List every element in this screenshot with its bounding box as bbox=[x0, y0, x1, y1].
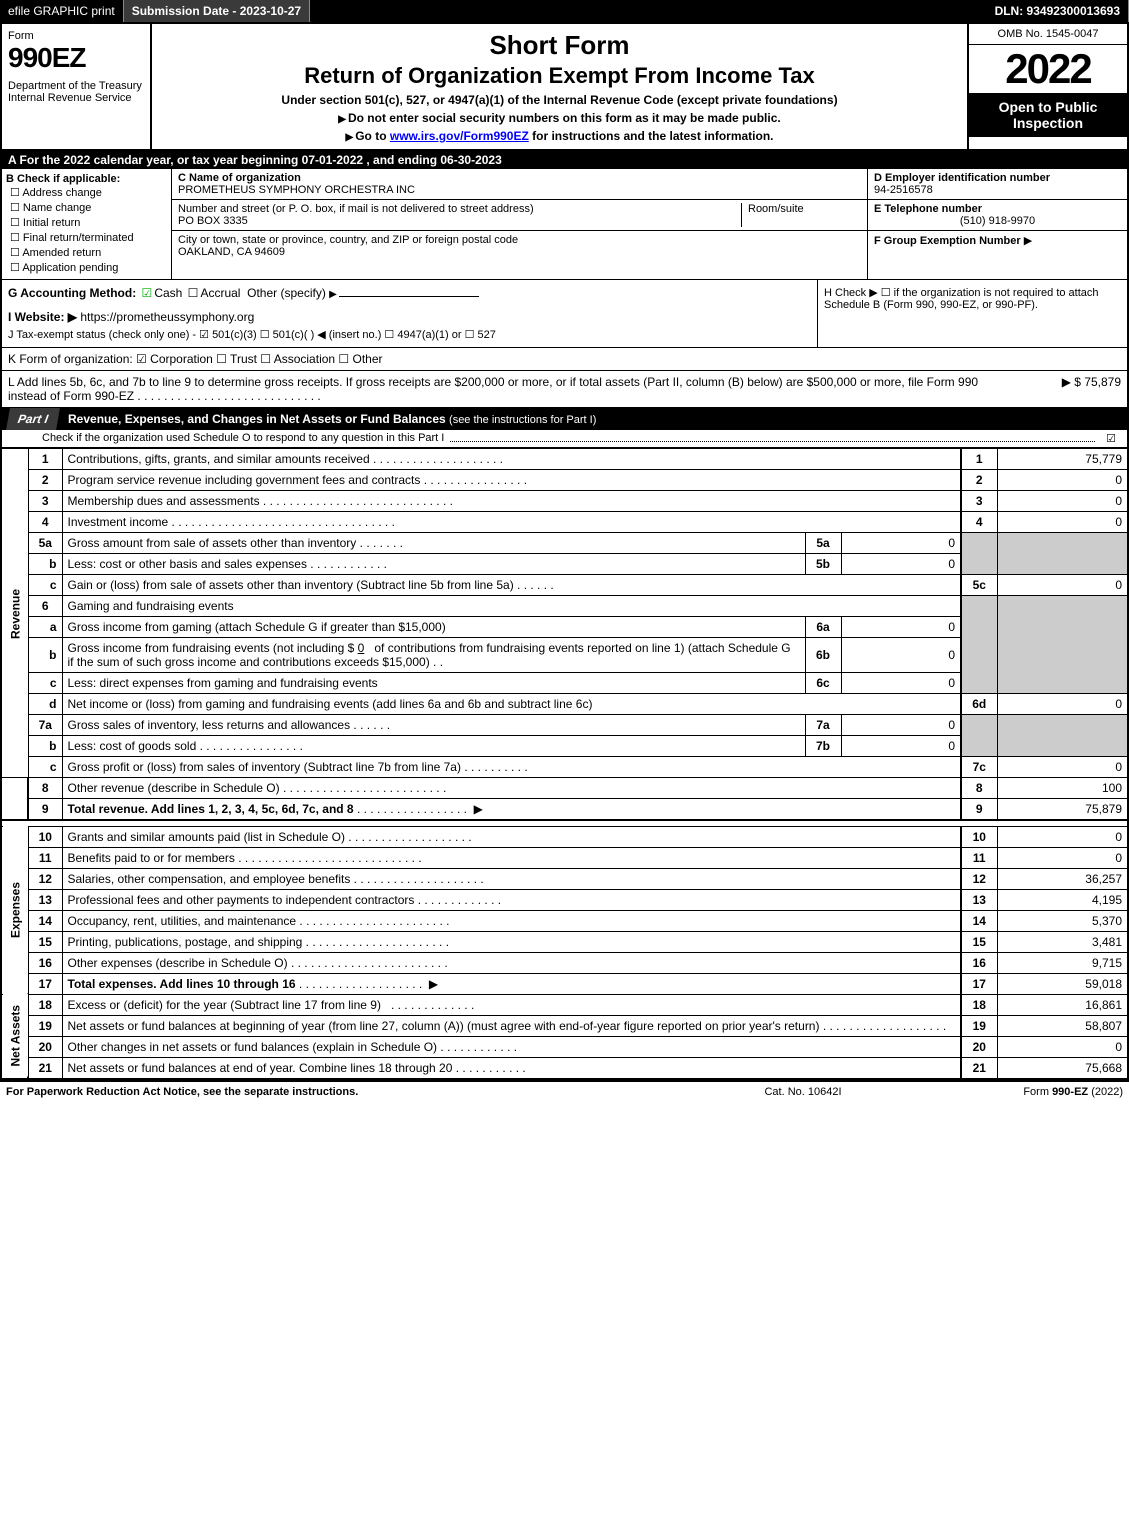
topbar: efile GRAPHIC print Submission Date - 20… bbox=[0, 0, 1129, 22]
chk-cash[interactable] bbox=[140, 286, 155, 300]
chk-accrual[interactable] bbox=[186, 286, 201, 300]
form-header: Form 990EZ Department of the Treasury In… bbox=[2, 24, 1127, 151]
ein-label: D Employer identification number bbox=[874, 172, 1050, 184]
part-1-header: Part I Revenue, Expenses, and Changes in… bbox=[2, 408, 1127, 430]
sidelabel-revenue: Revenue bbox=[2, 449, 28, 778]
form-number: 990EZ bbox=[8, 42, 144, 74]
chk-application-pending[interactable]: Application pending bbox=[10, 260, 167, 275]
ssn-warning: Do not enter social security numbers on … bbox=[158, 111, 961, 125]
section-h: H Check ▶ ☐ if the organization is not r… bbox=[817, 280, 1127, 347]
line-1-desc: Contributions, gifts, grants, and simila… bbox=[62, 449, 961, 470]
org-name-label: C Name of organization bbox=[178, 172, 301, 184]
accounting-other-input[interactable] bbox=[339, 296, 479, 297]
section-bcdef: B Check if applicable: Address change Na… bbox=[2, 169, 1127, 280]
group-exemption-label: F Group Exemption Number bbox=[874, 235, 1021, 247]
street-value: PO BOX 3335 bbox=[178, 215, 248, 227]
chk-final-return[interactable]: Final return/terminated bbox=[10, 230, 167, 245]
tax-year: 2022 bbox=[969, 45, 1127, 93]
form-title-block: Short Form Return of Organization Exempt… bbox=[152, 24, 967, 149]
section-c: C Name of organization PROMETHEUS SYMPHO… bbox=[172, 169, 867, 279]
org-name: PROMETHEUS SYMPHONY ORCHESTRA INC bbox=[178, 184, 415, 196]
street-label: Number and street (or P. O. box, if mail… bbox=[178, 203, 534, 215]
topbar-spacer bbox=[310, 0, 986, 22]
group-exemption-arrow: ▶ bbox=[1024, 235, 1032, 247]
form-word: Form bbox=[8, 30, 144, 42]
omb-number: OMB No. 1545-0047 bbox=[969, 24, 1127, 45]
org-name-row: C Name of organization PROMETHEUS SYMPHO… bbox=[172, 169, 867, 200]
form-meta-block: OMB No. 1545-0047 2022 Open to Public In… bbox=[967, 24, 1127, 149]
accounting-label: G Accounting Method: bbox=[8, 286, 136, 300]
phone-value: (510) 918-9970 bbox=[874, 215, 1121, 227]
line-1-value: 75,779 bbox=[997, 449, 1127, 470]
city-label: City or town, state or province, country… bbox=[178, 234, 518, 246]
section-k: K Form of organization: ☑ Corporation ☐ … bbox=[2, 348, 1127, 371]
sidelabel-netassets: Net Assets bbox=[2, 994, 28, 1078]
chk-amended-return[interactable]: Amended return bbox=[10, 245, 167, 260]
chk-address-change[interactable]: Address change bbox=[10, 185, 167, 200]
part-1-tab: Part I bbox=[6, 408, 60, 430]
section-b: B Check if applicable: Address change Na… bbox=[2, 169, 172, 279]
page-footer: For Paperwork Reduction Act Notice, see … bbox=[0, 1080, 1129, 1102]
line-1-box: 1 bbox=[961, 449, 997, 470]
section-def: D Employer identification number 94-2516… bbox=[867, 169, 1127, 279]
section-j: J Tax-exempt status (check only one) - ☑… bbox=[8, 328, 811, 341]
submission-date-button[interactable]: Submission Date - 2023-10-27 bbox=[124, 0, 310, 22]
sidelabel-expenses: Expenses bbox=[2, 826, 28, 994]
part-1-title: Revenue, Expenses, and Changes in Net As… bbox=[58, 408, 606, 430]
website-label: I Website: ▶ bbox=[8, 310, 77, 324]
section-a: A For the 2022 calendar year, or tax yea… bbox=[2, 151, 1127, 169]
form-id-block: Form 990EZ Department of the Treasury In… bbox=[2, 24, 152, 149]
website-link[interactable]: https://prometheussymphony.org bbox=[80, 310, 254, 324]
subtitle: Under section 501(c), 527, or 4947(a)(1)… bbox=[158, 93, 961, 107]
section-g: G Accounting Method: Cash Accrual Other … bbox=[2, 280, 817, 347]
chk-name-change[interactable]: Name change bbox=[10, 200, 167, 215]
section-gh: G Accounting Method: Cash Accrual Other … bbox=[2, 280, 1127, 348]
schedule-o-check-row: Check if the organization used Schedule … bbox=[2, 430, 1127, 448]
part-1-table: Revenue 1 Contributions, gifts, grants, … bbox=[2, 448, 1127, 1078]
dept-treasury: Department of the Treasury Internal Reve… bbox=[8, 80, 144, 104]
footer-left: For Paperwork Reduction Act Notice, see … bbox=[6, 1086, 703, 1098]
street-row: Number and street (or P. O. box, if mail… bbox=[172, 200, 867, 231]
efile-label: efile GRAPHIC print bbox=[0, 0, 124, 22]
form-container: Form 990EZ Department of the Treasury In… bbox=[0, 22, 1129, 1080]
section-l-amount: ▶ $ 75,879 bbox=[1001, 375, 1121, 403]
goto-line: Go to www.irs.gov/Form990EZ for instruct… bbox=[158, 129, 961, 143]
city-value: OAKLAND, CA 94609 bbox=[178, 246, 285, 258]
section-l: L Add lines 5b, 6c, and 7b to line 9 to … bbox=[2, 371, 1127, 408]
title-short-form: Short Form bbox=[158, 30, 961, 61]
phone-label: E Telephone number bbox=[874, 203, 982, 215]
section-d: D Employer identification number 94-2516… bbox=[868, 169, 1127, 200]
footer-cat-no: Cat. No. 10642I bbox=[703, 1086, 903, 1098]
section-e: E Telephone number (510) 918-9970 bbox=[868, 200, 1127, 231]
city-row: City or town, state or province, country… bbox=[172, 231, 867, 261]
dln-label: DLN: 93492300013693 bbox=[987, 0, 1129, 22]
section-f: F Group Exemption Number ▶ bbox=[868, 231, 1127, 250]
schedule-o-text: Check if the organization used Schedule … bbox=[42, 432, 444, 445]
ein-value: 94-2516578 bbox=[874, 184, 933, 196]
title-return: Return of Organization Exempt From Incom… bbox=[158, 63, 961, 89]
section-l-text: L Add lines 5b, 6c, and 7b to line 9 to … bbox=[8, 375, 1001, 403]
section-b-label: B Check if applicable: bbox=[6, 173, 167, 185]
irs-link[interactable]: www.irs.gov/Form990EZ bbox=[390, 129, 529, 143]
footer-form-ref: Form 990-EZ (2022) bbox=[903, 1086, 1123, 1098]
line-1-no: 1 bbox=[28, 449, 62, 470]
room-label: Room/suite bbox=[748, 203, 804, 215]
chk-initial-return[interactable]: Initial return bbox=[10, 215, 167, 230]
inspection-badge: Open to Public Inspection bbox=[969, 93, 1127, 137]
schedule-o-checkbox[interactable]: ☑ bbox=[1101, 432, 1121, 445]
